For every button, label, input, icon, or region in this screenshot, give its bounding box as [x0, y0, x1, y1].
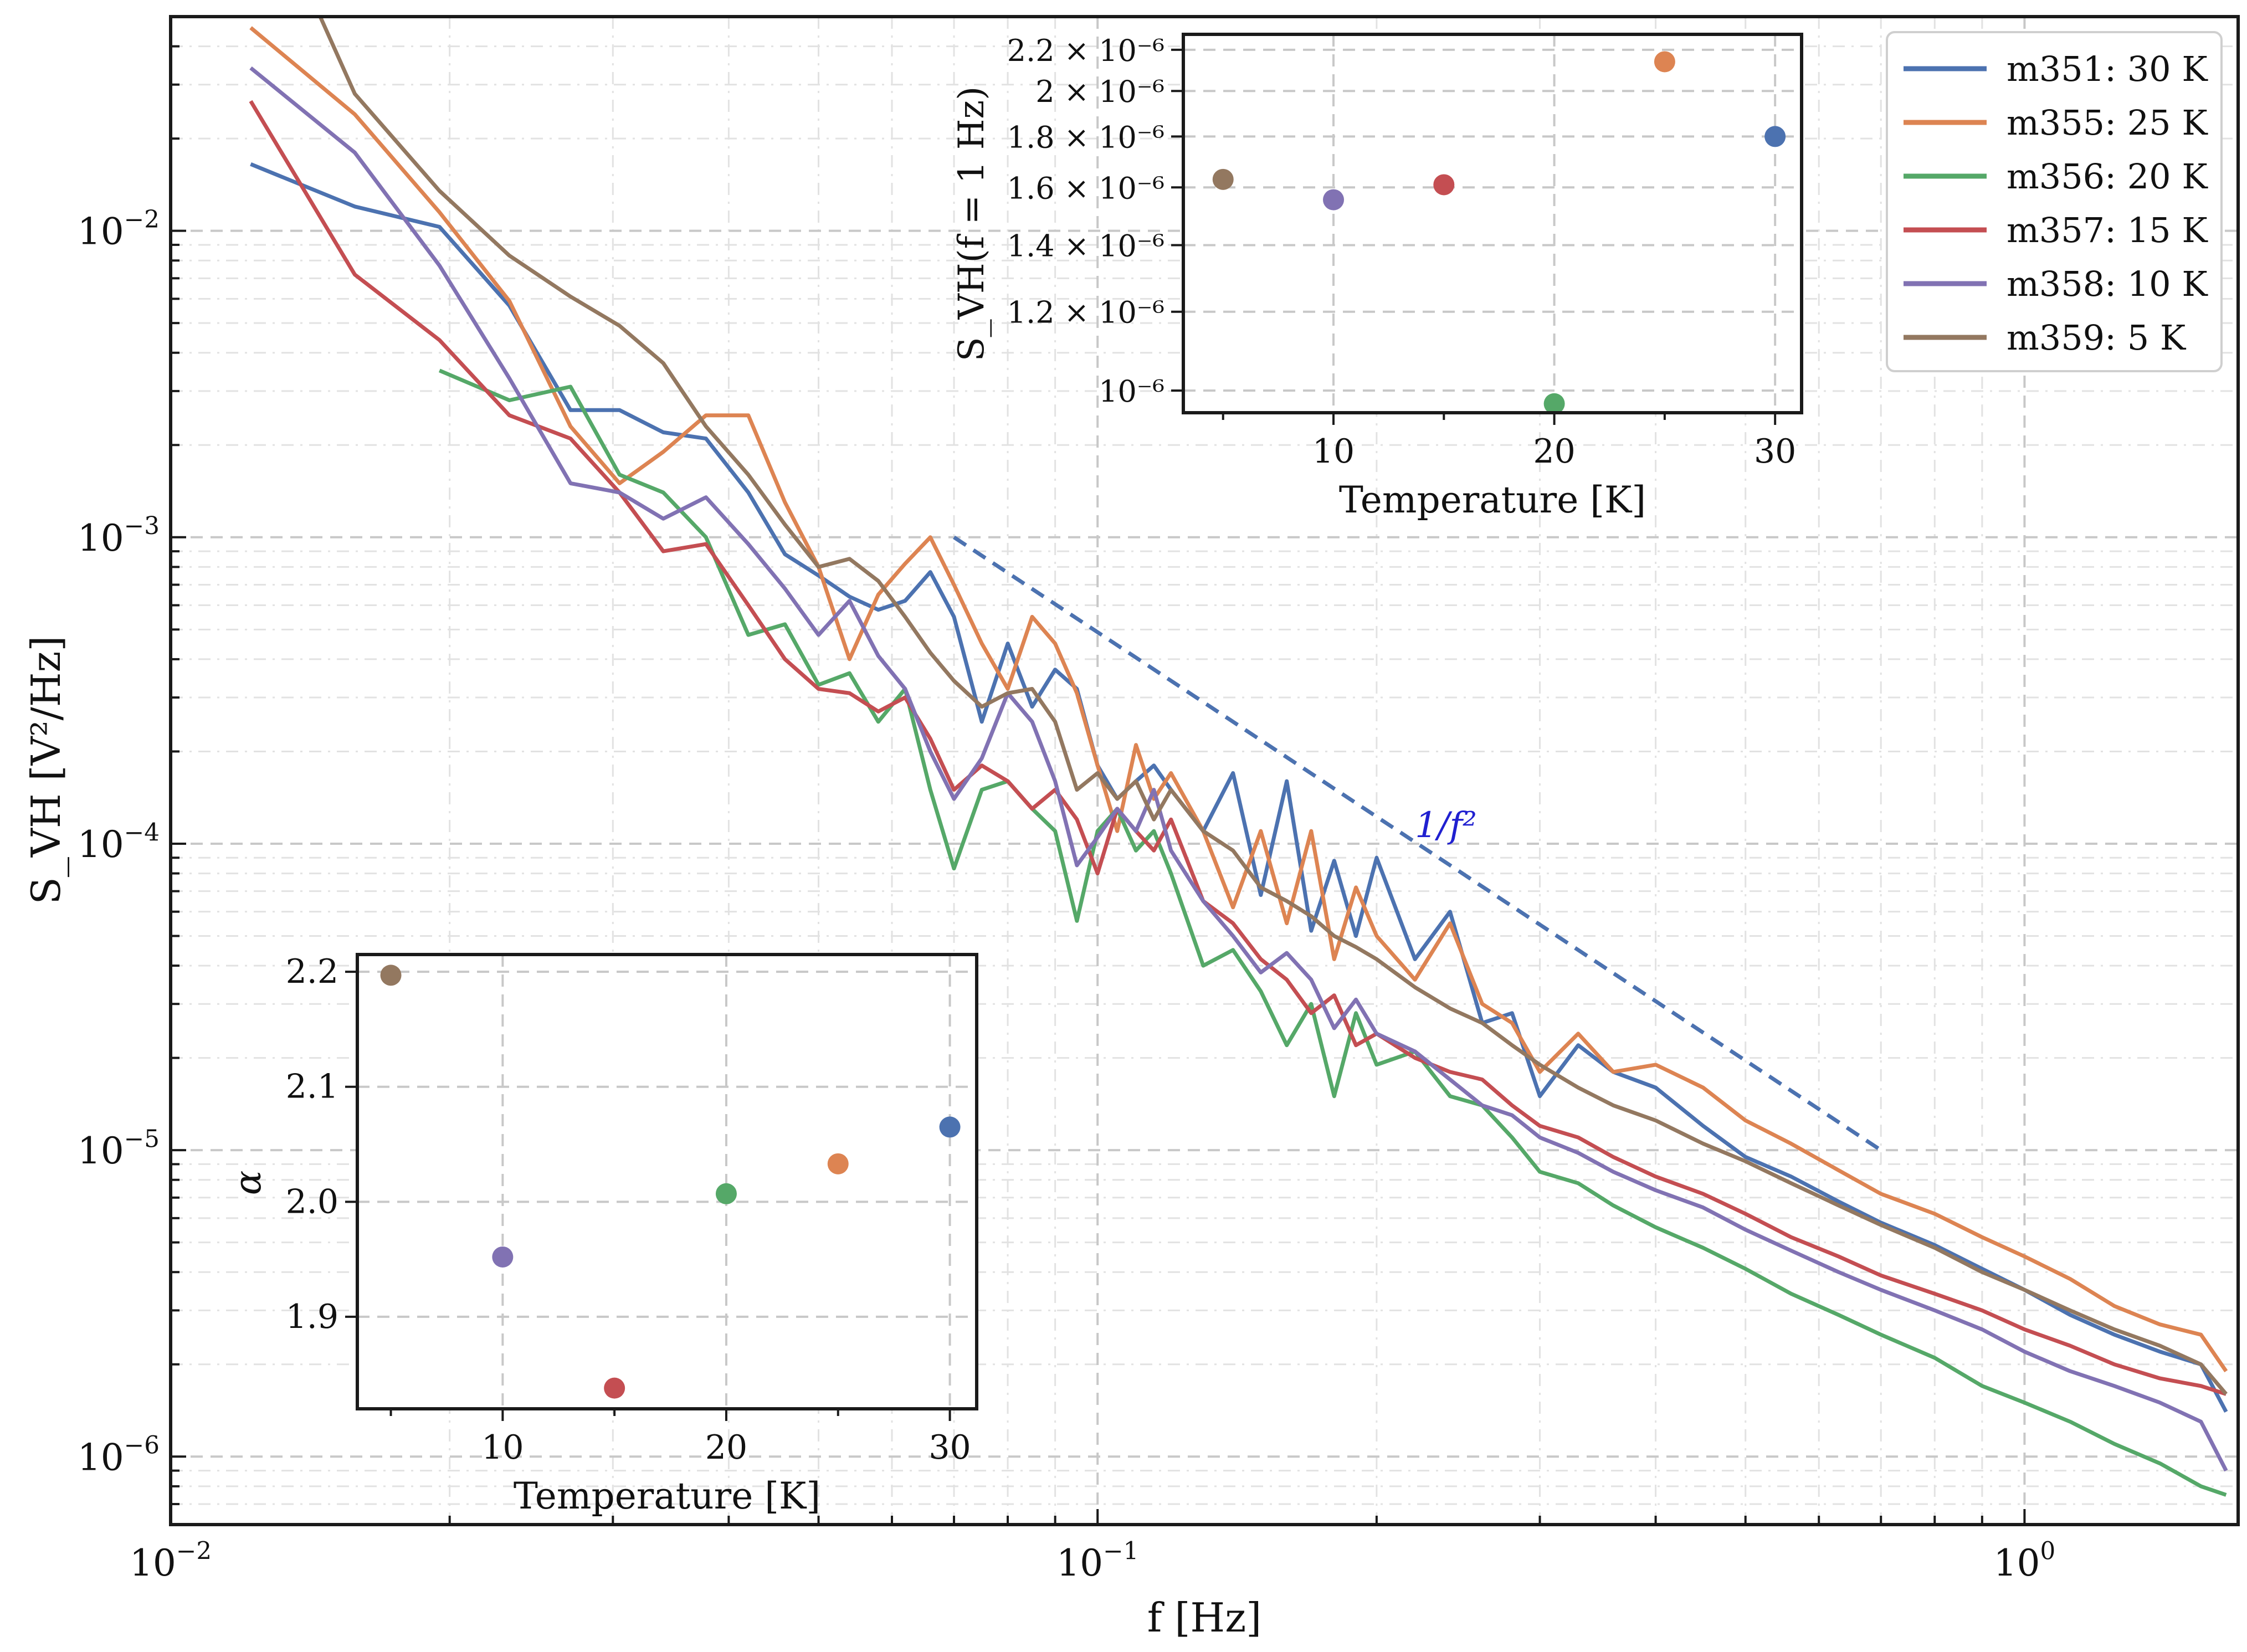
inset-bottom-x-tick-label: 30 [928, 1428, 971, 1467]
inset-top-y-tick-label: 2.2 × 10⁻⁶ [1007, 33, 1164, 68]
series-group [249, 17, 2228, 1497]
y-tick-label: 10−3 [78, 512, 160, 560]
legend-label-m358: m358: 10 K [2007, 264, 2208, 304]
inset-bottom-area [357, 955, 977, 1409]
legend-label-m355: m355: 25 K [2007, 102, 2208, 143]
inset-top-point-10K [1323, 189, 1345, 211]
inset-top-y-tick-label: 10⁻⁶ [1099, 374, 1164, 409]
inset-top-y-tick-label: 1.2 × 10⁻⁶ [1007, 295, 1164, 330]
inset-bottom-point-30K [939, 1116, 961, 1138]
legend-label-m351: m351: 30 K [2007, 49, 2208, 89]
series-line-m359 [317, 17, 2228, 1396]
inset-bottom-point-15K [604, 1377, 625, 1399]
legend-label-m357: m357: 15 K [2007, 210, 2208, 250]
reference-line-label: 1/f² [1415, 805, 1477, 846]
x-tick-label: 10−1 [1056, 1537, 1138, 1584]
inset-top-y-tick-label: 1.8 × 10⁻⁶ [1007, 120, 1164, 155]
inset-bottom-point-20K [715, 1183, 737, 1204]
inset-top-x-tick-label: 10 [1312, 432, 1355, 471]
inset-bottom-frame [356, 953, 978, 1410]
inset-bottom-x-tick-label: 10 [481, 1428, 524, 1467]
inset-top-point-15K [1433, 174, 1455, 196]
inset-top-y-tick-label: 1.4 × 10⁻⁶ [1007, 228, 1164, 263]
inset-top-y-axis-label: S_VH(f = 1 Hz) [951, 86, 992, 361]
y-tick-label: 10−4 [78, 819, 160, 866]
inset-bottom-point-10K [492, 1246, 514, 1268]
inset-top-y-tick-label: 2 × 10⁻⁶ [1035, 74, 1164, 109]
inset-top-frame [1182, 33, 1803, 414]
inset-top-point-20K [1543, 393, 1565, 414]
inset-top-point-30K [1764, 126, 1786, 147]
y-tick-label: 10−2 [78, 206, 160, 253]
inset-bottom-y-tick-label: 1.9 [286, 1297, 338, 1336]
series-line-m358 [249, 66, 2228, 1472]
inset-bottom-plot: 10 20 30 1.9 2.0 2.1 2.2 Temperature [K] α [227, 952, 978, 1517]
inset-top-area [1183, 34, 1802, 413]
inset-bottom-point-25K [827, 1153, 849, 1174]
y-axis-label: S_VH [V²/Hz] [23, 635, 69, 904]
legend-box [1886, 31, 2223, 372]
x-axis-label: f [Hz] [1147, 1594, 1261, 1641]
inset-top-x-axis-label: Temperature [K] [1339, 479, 1646, 521]
y-tick-label: 10−5 [78, 1125, 160, 1172]
inset-top-plot: 10 20 30 10⁻⁶ 1.2 × 10⁻⁶ 1.4 × 10⁻⁶ 1.6 × 10⁻⁶… [951, 33, 1803, 521]
series-line-m351 [250, 162, 2228, 1413]
legend-label-m359: m359: 5 K [2007, 317, 2187, 358]
inset-top-point-5K [1212, 168, 1234, 190]
x-tick-label: 10−2 [130, 1537, 212, 1584]
inset-top-x-tick-label: 20 [1533, 432, 1575, 471]
inset-top-x-tick-label: 30 [1754, 432, 1796, 471]
inset-bottom-y-axis-label: α [227, 1171, 269, 1196]
inset-bottom-x-tick-label: 20 [705, 1428, 747, 1467]
series-line-m355 [249, 26, 2228, 1373]
inset-bottom-y-tick-label: 2.1 [286, 1068, 338, 1106]
inset-top-point-25K [1654, 51, 1675, 73]
inset-bottom-y-tick-label: 2.2 [286, 952, 338, 991]
legend-label-m356: m356: 20 K [2007, 156, 2208, 197]
series-line-m357 [249, 100, 2227, 1396]
inset-bottom-x-axis-label: Temperature [K] [514, 1475, 820, 1517]
main-plot-frame [169, 15, 2240, 1526]
x-tick-label: 100 [1994, 1537, 2056, 1584]
legend: m351: 30 K m355: 25 K m356: 20 K m357: 15 K… [1886, 31, 2223, 372]
inset-bottom-y-tick-label: 2.0 [286, 1182, 338, 1221]
inset-bottom-point-5K [380, 964, 402, 986]
series-line-m356 [438, 368, 2227, 1497]
y-tick-label: 10−6 [78, 1432, 160, 1479]
inset-top-y-tick-label: 1.6 × 10⁻⁶ [1007, 171, 1164, 206]
